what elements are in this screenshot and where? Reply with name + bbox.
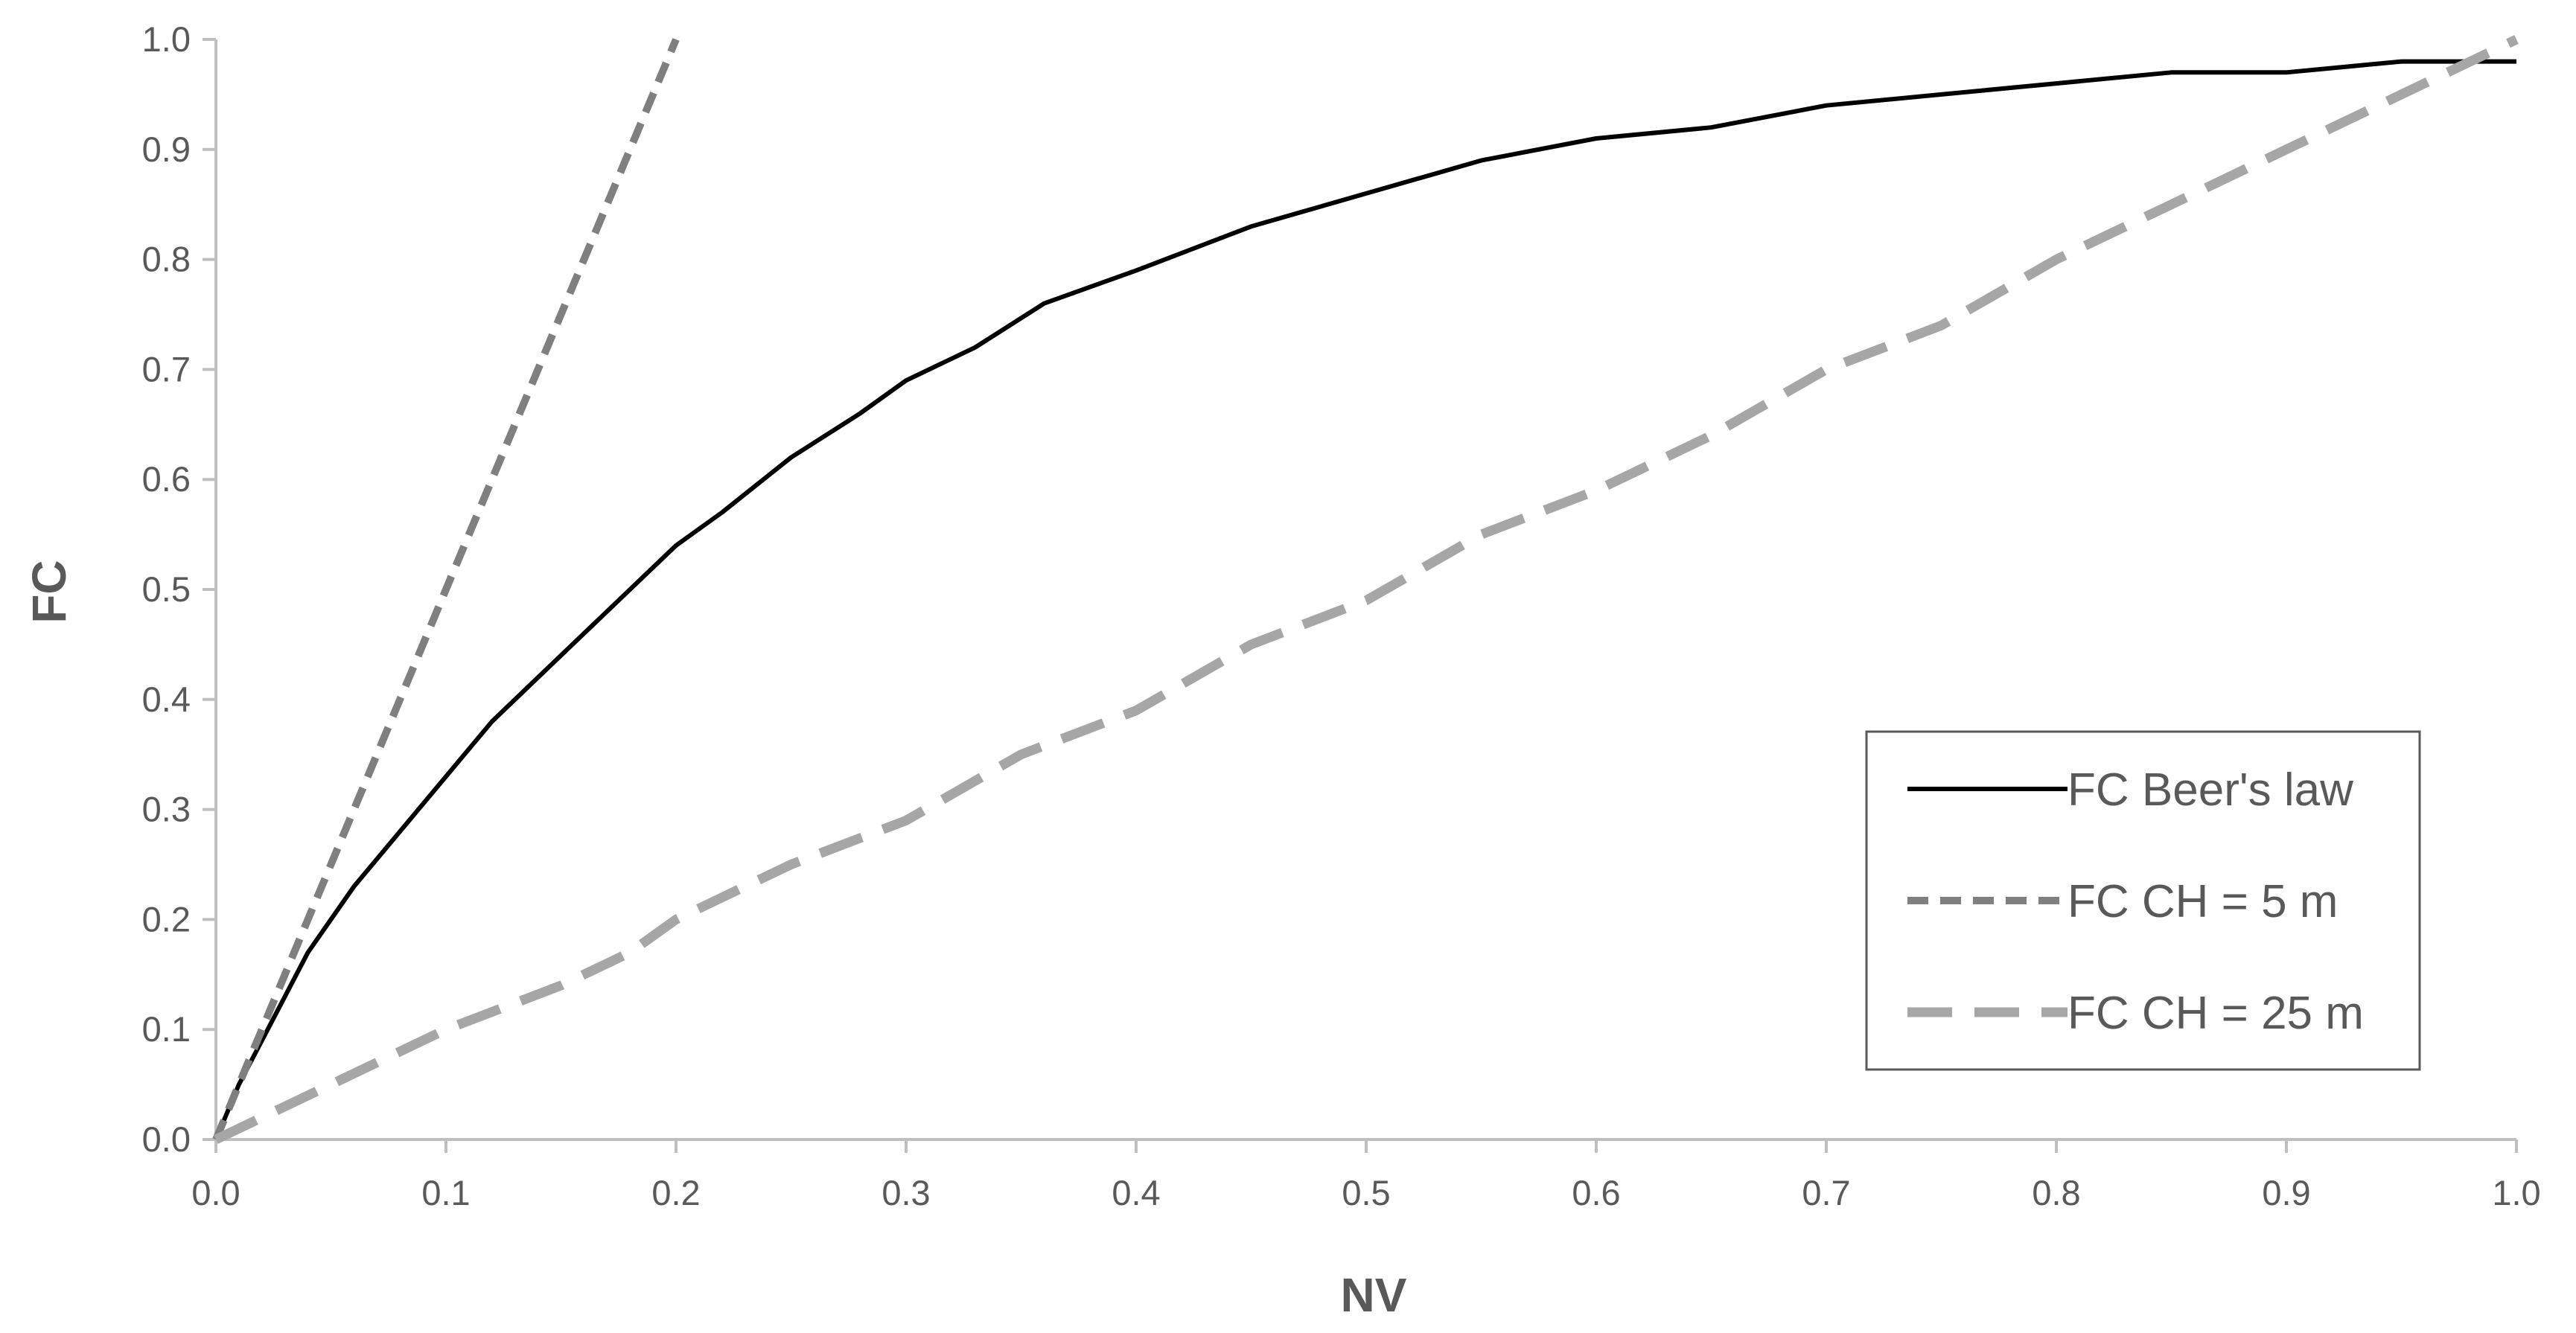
x-tick-label: 0.9 xyxy=(2262,1173,2310,1212)
x-tick-label: 0.7 xyxy=(1802,1173,1850,1212)
y-tick-label: 0.4 xyxy=(142,680,191,719)
y-tick-label: 0.9 xyxy=(142,130,191,169)
x-tick-label: 0.4 xyxy=(1112,1173,1160,1212)
x-tick-label: 0.3 xyxy=(881,1173,930,1212)
x-tick-label: 0.6 xyxy=(1572,1173,1620,1212)
legend-label-3: FC CH = 25 m xyxy=(2068,988,2364,1039)
y-tick-label: 1.0 xyxy=(142,19,191,59)
y-tick-label: 0.6 xyxy=(142,459,191,499)
x-tick-label: 0.1 xyxy=(421,1173,470,1212)
axes xyxy=(203,38,2518,1153)
y-tick-label: 0.0 xyxy=(142,1119,191,1159)
y-tick-label: 0.2 xyxy=(142,899,191,939)
series-line-1 xyxy=(214,59,2516,1141)
legend: FC Beer's law FC CH = 5 m FC CH = 25 m xyxy=(1865,730,2421,1071)
x-axis-title: NV xyxy=(1341,1268,1407,1322)
x-tick-label: 0.2 xyxy=(651,1173,700,1212)
y-tick-label: 0.3 xyxy=(142,790,191,829)
x-tick-label: 0.8 xyxy=(2032,1173,2080,1212)
y-tick-label: 0.8 xyxy=(142,240,191,279)
y-axis-title: FC xyxy=(22,560,76,623)
x-tick-label: 1.0 xyxy=(2492,1173,2540,1212)
x-tick-label: 0.5 xyxy=(1342,1173,1390,1212)
series-lines xyxy=(212,35,2519,1144)
y-tick-label: 0.5 xyxy=(142,569,191,609)
x-tick-label: 0.0 xyxy=(191,1173,240,1212)
legend-label-2: FC CH = 5 m xyxy=(2068,876,2338,927)
tick-labels: 0.0 0.1 0.2 0.3 0.4 0.5 0.6 0.7 0.8 0.9 1.0 0.0 0.1 0… xyxy=(142,19,2541,1212)
legend-label-1: FC Beer's law xyxy=(2068,764,2353,816)
series-line-3 xyxy=(214,35,2519,1144)
series-line-2 xyxy=(212,38,680,1141)
y-tick-label: 0.1 xyxy=(142,1009,191,1049)
y-tick-label: 0.7 xyxy=(142,349,191,389)
